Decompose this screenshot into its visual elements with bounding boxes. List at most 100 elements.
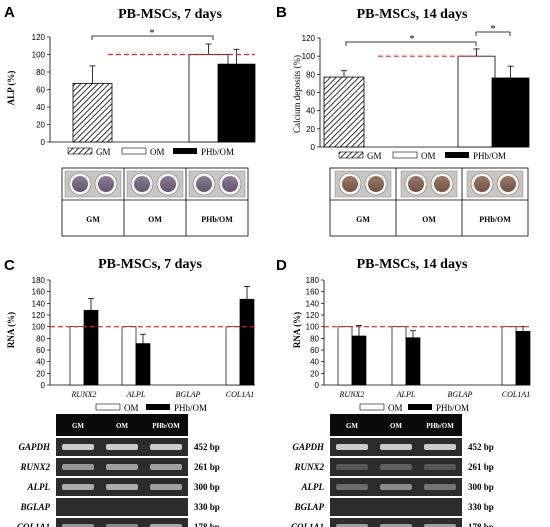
panel-b-star-2: * (490, 23, 496, 35)
gel-band-runx2-1 (106, 464, 138, 470)
gel-band-gapdh-2 (150, 444, 182, 450)
well (134, 176, 150, 192)
panel-b-title: PB-MSCs, 14 days (357, 7, 468, 22)
panel-d-ylabel: RNA (%) (292, 312, 302, 348)
panel-label-d: D (276, 257, 287, 274)
category-label-bglap: BGLAP (448, 390, 473, 399)
panel-b-bars (323, 48, 530, 148)
legend-swatch-om (392, 151, 418, 159)
bp-label-gapdh: 452 bp (468, 442, 494, 452)
panel-a-bracket (91, 35, 214, 40)
bar-gm (72, 82, 113, 143)
well (222, 176, 238, 192)
y-tick-label-20: 20 (310, 369, 319, 378)
bar-gm (323, 76, 365, 148)
gel-band-col1a1-0 (336, 524, 368, 527)
panel-a-bars (72, 43, 256, 143)
panel-d-axes: 0 20 40 60 80 100 120 140 160 180 (306, 276, 530, 390)
y-tick-label-20: 20 (36, 121, 45, 130)
legend-swatch-gm (67, 147, 93, 155)
gene-label-col1a1: COL1A1 (291, 522, 324, 527)
bp-label-alpl: 300 bp (194, 482, 220, 492)
legend-label-phb-om: PHb/OM (174, 403, 207, 413)
legend-label-phb-om: PHb/OM (473, 151, 506, 161)
category-label-bglap: BGLAP (176, 390, 201, 399)
bar-om-runx2 (337, 326, 353, 386)
bar-phb-om (491, 77, 530, 148)
legend-label-gm: GM (96, 147, 111, 157)
bp-label-alpl: 300 bp (468, 482, 494, 492)
legend-swatch-om (121, 147, 147, 155)
gel-band-col1a1-0 (62, 524, 94, 527)
category-label-alpl: ALPL (396, 390, 416, 399)
gel-band-gapdh-2 (424, 444, 456, 450)
y-tick-label-0: 0 (41, 138, 46, 147)
y-tick-label-140: 140 (32, 299, 46, 308)
panel-label-a: A (4, 4, 15, 21)
gel-band-col1a1-2 (150, 524, 182, 527)
gel-band-gapdh-0 (62, 444, 94, 450)
y-tick-label-40: 40 (36, 103, 45, 112)
legend-label-om: OM (150, 147, 165, 157)
gene-label-gapdh: GAPDH (19, 442, 51, 452)
table-b-label-gm: GM (356, 215, 370, 224)
panel-d: D PB-MSCs, 14 days RNA (%) 0 20 40 60 80 100 1… (276, 257, 531, 527)
well (474, 176, 490, 192)
gel-band-runx2-1 (380, 464, 412, 470)
gel-lane-row-bglap (330, 498, 462, 516)
y-tick-label-0: 0 (41, 381, 46, 390)
y-tick-label-80: 80 (36, 334, 45, 343)
gel-band-col1a1-1 (106, 524, 138, 527)
bp-label-bglap: 330 bp (194, 502, 220, 512)
table-a-label-phb-om: PHb/OM (201, 215, 233, 224)
gel-band-col1a1-1 (380, 524, 412, 527)
well (434, 176, 450, 192)
gel-header (56, 414, 188, 436)
gel-header (330, 414, 462, 436)
gel-band-alpl-1 (106, 484, 138, 490)
bar-om-runx2 (69, 326, 85, 386)
bar-phb-om (217, 63, 256, 143)
gel-header-om: OM (390, 422, 402, 430)
bp-label-gapdh: 452 bp (194, 442, 220, 452)
gel-band-runx2-0 (62, 464, 94, 470)
panel-a-legend: GM OM PHb/OM (67, 147, 234, 157)
bar-om-col1a1 (225, 326, 241, 386)
gel-lane-row-bglap (56, 498, 188, 516)
gel-band-gapdh-0 (336, 444, 368, 450)
y-tick-label-120: 120 (32, 311, 46, 320)
gel-band-alpl-1 (380, 484, 412, 490)
panel-b: B PB-MSCs, 14 days Calcium deposits (%) … (276, 4, 530, 237)
gene-label-alpl: ALPL (301, 482, 325, 492)
y-tick-label-40: 40 (310, 358, 319, 367)
panel-c-gel: GM OM PHb/OM GAPDH 452 bp RUNX2 261 bp ALPL 300 … (17, 414, 220, 527)
gel-band-runx2-0 (336, 464, 368, 470)
gel-header-gm: GM (346, 422, 358, 430)
bar-phb-om-alpl (405, 337, 421, 386)
y-tick-label-0: 0 (311, 143, 316, 152)
gene-label-bglap: BGLAP (19, 502, 50, 512)
legend-swatch-phb-om (173, 148, 197, 154)
panel-b-plate-table: GM OM PHb/OM (329, 167, 529, 237)
gel-lane-row-alpl (330, 478, 462, 496)
bp-label-col1a1: 178 bp (468, 522, 494, 527)
panel-c: C PB-MSCs, 7 days RNA (%) 0 20 40 60 80 100 12… (4, 257, 255, 527)
y-tick-label-80: 80 (310, 334, 319, 343)
y-tick-label-20: 20 (306, 125, 315, 134)
y-tick-label-100: 100 (32, 51, 46, 60)
well (98, 176, 114, 192)
panel-label-b: B (276, 4, 287, 21)
legend-swatch-om (95, 403, 121, 411)
gene-label-runx2: RUNX2 (293, 462, 324, 472)
bar-om-alpl (121, 326, 137, 386)
table-a-label-om: OM (148, 215, 162, 224)
bar-phb-om-col1a1 (515, 330, 531, 386)
gel-band-col1a1-2 (424, 524, 456, 527)
gel-band-gapdh-1 (106, 444, 138, 450)
panel-d-title: PB-MSCs, 14 days (357, 257, 468, 272)
y-tick-label-100: 100 (32, 323, 46, 332)
y-tick-label-0: 0 (315, 381, 320, 390)
y-tick-label-20: 20 (36, 369, 45, 378)
bp-label-bglap: 330 bp (468, 502, 494, 512)
